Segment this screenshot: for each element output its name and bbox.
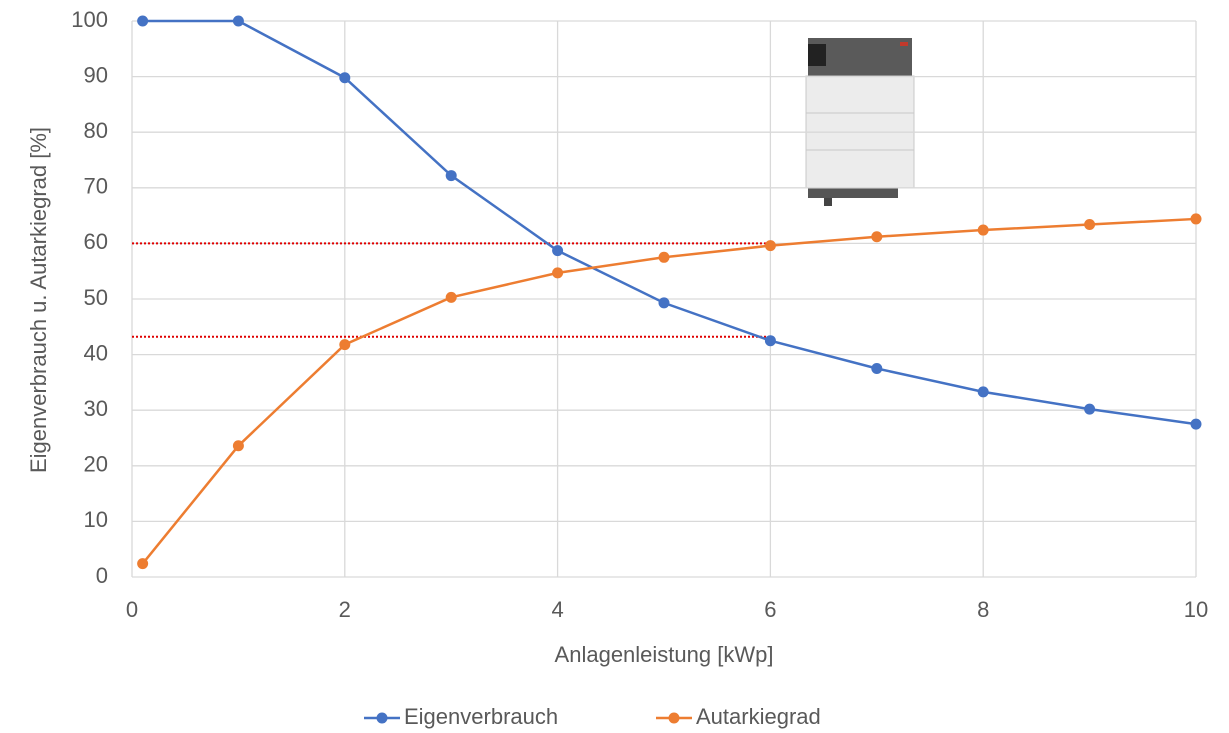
data-point [658,251,670,263]
data-point [445,291,457,303]
data-point [977,224,989,236]
data-point [1190,418,1202,430]
data-point [871,363,883,374]
x-axis-label: Anlagenleistung [kWp] [555,642,774,667]
data-point [232,15,244,27]
data-point [658,297,670,309]
data-point [977,386,989,398]
y-tick-label: 70 [84,174,108,199]
y-tick-label: 90 [84,62,108,87]
series-line [142,19,1197,426]
legend-label: Eigenverbrauch [404,704,558,729]
y-tick-label: 40 [84,340,108,365]
x-tick-label: 8 [977,597,989,622]
data-point [1084,218,1096,230]
data-point [871,231,883,243]
data-point [764,240,776,252]
y-tick-label: 50 [84,285,108,310]
legend-label: Autarkiegrad [696,704,821,729]
data-point [339,339,351,351]
data-point [445,170,457,182]
legend-swatch [668,712,680,724]
data-point [232,440,244,452]
data-point [1084,403,1096,415]
data-point [1190,213,1202,225]
y-tick-label: 0 [96,563,108,588]
y-tick-label: 100 [71,7,108,32]
y-tick-label: 20 [84,452,108,477]
data-point [339,72,351,84]
data-point [764,335,776,347]
x-tick-label: 2 [339,597,351,622]
x-tick-label: 4 [551,597,563,622]
x-tick-label: 0 [126,597,138,622]
x-tick-label: 6 [764,597,776,622]
y-tick-label: 60 [84,229,108,254]
y-tick-label: 10 [84,507,108,532]
x-tick-label: 10 [1184,597,1208,622]
data-point [552,267,564,279]
data-point [137,558,149,570]
y-tick-label: 30 [84,396,108,421]
y-axis-label: Eigenverbrauch u. Autarkiegrad [%] [26,127,51,473]
y-tick-label: 80 [84,118,108,143]
battery-image [805,38,915,206]
data-point [137,15,149,27]
data-point [552,245,564,257]
legend-swatch [376,712,388,724]
series-line [141,217,1197,565]
